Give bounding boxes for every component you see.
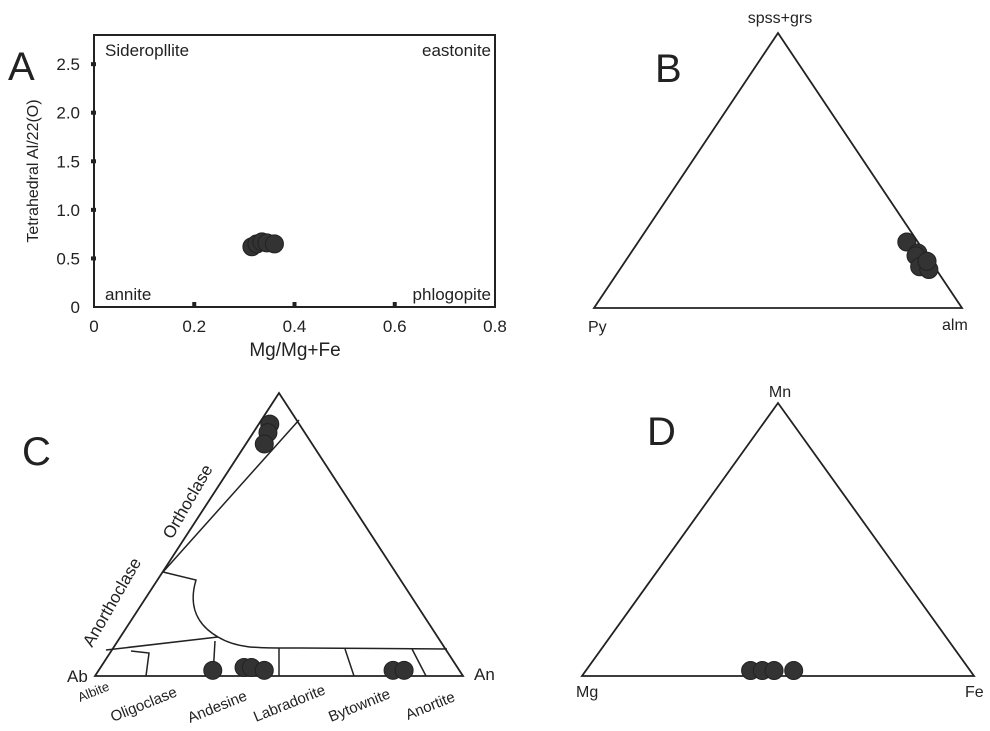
panel-a-letter: A [8,45,35,89]
panel-c-points [203,414,414,680]
x-tick-label: 0.8 [483,317,507,336]
panel-b-vertex-top: spss+grs [748,10,812,27]
field-label-annite: annite [105,285,151,304]
panel-b-letter: B [655,47,682,91]
y-tick-label: 0.5 [56,249,80,268]
y-tick-mark [91,207,96,212]
y-tick-label: 1.0 [56,201,80,220]
panel-d-points [741,661,804,681]
y-tick-label: 2.0 [56,104,80,123]
panel-c-boundary-feldspar-field [162,571,448,650]
panel-c-boundary-albite [130,650,150,677]
panel-a-plot-frame [93,34,496,308]
y-tick-mark [91,62,96,67]
panel-d-vertex-top: Mn [769,384,791,401]
panel-c-boundary-labradorite [344,648,355,677]
panel-b: B spss+grs Py alm [588,10,968,336]
panel-c-triangle [93,391,465,677]
y-tick-label: 2.5 [56,55,80,74]
panel-a-y-ticks: 0 0.5 1.0 1.5 2.0 2.5 [56,55,96,317]
data-point [917,251,937,271]
panel-b-vertex-left: Py [588,319,607,336]
mineral-label-andesine: Andesine [185,688,249,727]
panel-c-boundary-orthoclase [162,419,300,573]
panel-d-letter: D [647,410,676,454]
mineral-label-bytownite: Bytownite [326,686,393,726]
panel-a-x-axis-label: Mg/Mg+Fe [249,340,340,361]
field-label-sideropllite: Sideropllite [105,41,189,60]
y-tick-mark [91,110,96,115]
data-point [203,660,223,680]
data-point [264,234,284,254]
y-tick-mark [91,159,96,164]
panel-c-boundary-bytownite [411,648,427,677]
mineral-label-oligoclase: Oligoclase [108,684,179,726]
panel-c-vertex-right: An [474,665,495,684]
panel-a-y-axis-label: Tetrahedral Al/22(O) [25,99,42,242]
panel-d: D Mn Mg Fe [576,384,984,701]
x-tick-label: 0.2 [182,317,206,336]
panel-b-points [897,232,939,279]
panel-a: A 0 0.5 1.0 1.5 2.0 2.5 0 0.2 0.4 0.6 0.8 Mg/Mg+F… [8,34,507,361]
x-tick-label: 0 [89,317,98,336]
field-label-eastonite: eastonite [422,41,491,60]
mineral-label-labradorite: Labradorite [251,682,328,726]
data-point [394,660,414,680]
x-tick-mark [292,302,297,307]
panel-a-x-ticks: 0 0.2 0.4 0.6 0.8 [89,302,507,336]
x-tick-label: 0.6 [383,317,407,336]
y-tick-label: 1.5 [56,152,80,171]
panel-d-triangle [580,401,976,677]
mineral-label-anortite: Anortite [403,689,457,724]
panel-b-triangle [592,31,964,309]
x-tick-label: 0.4 [283,317,307,336]
y-tick-mark [91,256,96,261]
x-tick-mark [392,302,397,307]
panel-c-letter: C [22,430,51,474]
panel-c: C Ab An Orthoclase Anorthoclase Albite O… [22,391,495,727]
data-point [764,661,784,681]
panel-d-vertex-right: Fe [965,684,984,701]
panel-c-boundary-anorthoclase [105,636,219,651]
panel-d-vertex-left: Mg [576,684,598,701]
data-point [254,434,274,454]
field-label-phlogopite: phlogopite [413,285,491,304]
panel-a-points [242,232,284,257]
y-tick-label: 0 [71,298,80,317]
data-point [784,661,804,681]
x-tick-mark [192,302,197,307]
mineral-label-anorthoclase: Anorthoclase [79,555,145,650]
panel-c-vertex-left: Ab [67,667,88,686]
panel-b-vertex-right: alm [942,317,968,334]
data-point [254,660,274,680]
